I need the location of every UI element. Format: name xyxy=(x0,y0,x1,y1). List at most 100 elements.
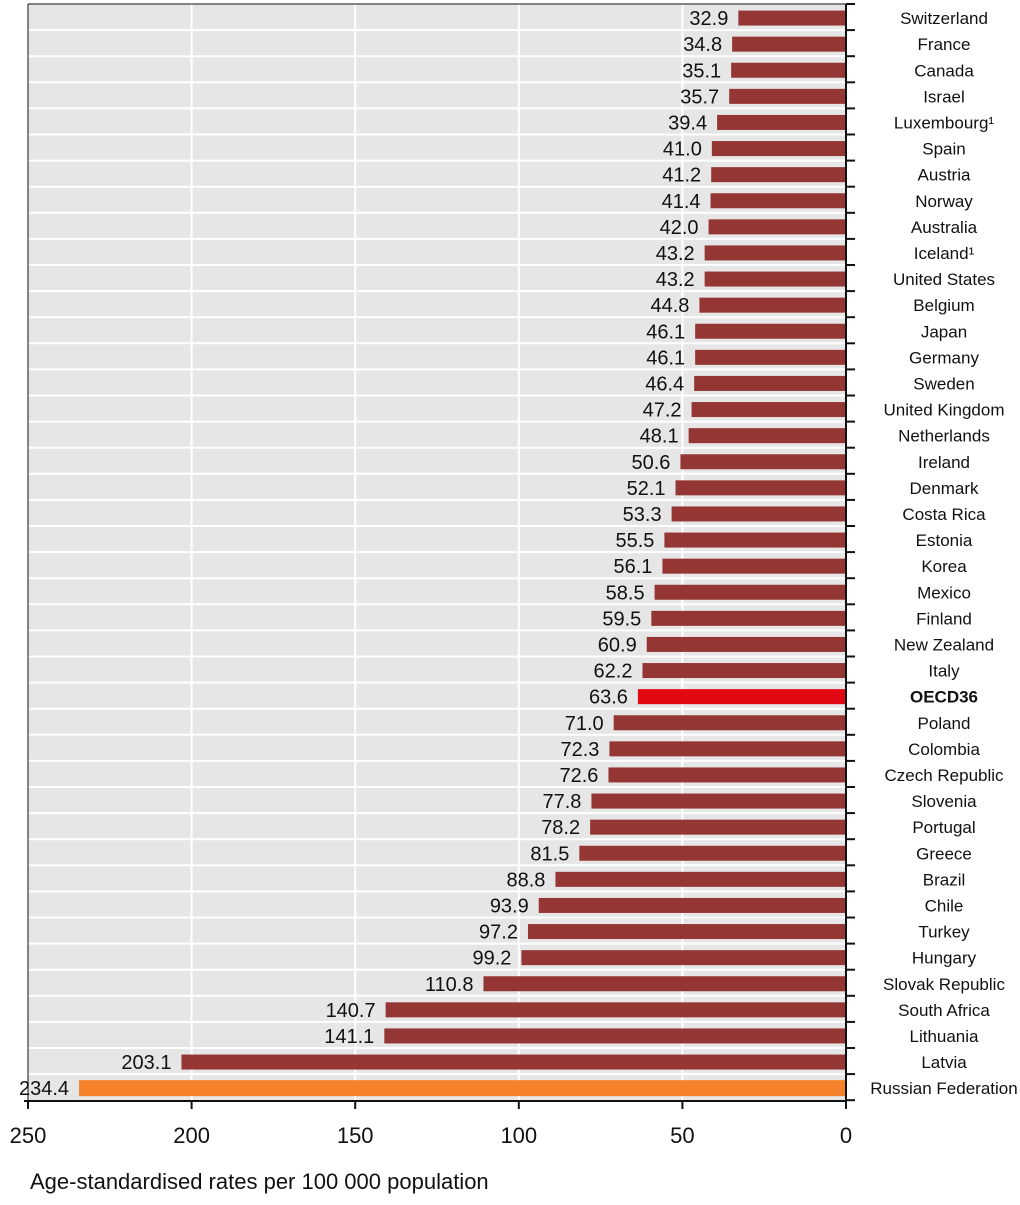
bar-israel xyxy=(729,88,846,104)
bar-new-zealand xyxy=(646,636,846,652)
bar-germany xyxy=(695,349,846,365)
bar-colombia xyxy=(609,741,846,757)
category-label: Sweden xyxy=(913,374,974,393)
category-label: Iceland¹ xyxy=(914,244,975,263)
value-label: 42.0 xyxy=(660,217,699,239)
bar-hungary xyxy=(521,950,846,966)
bar-mexico xyxy=(654,584,846,600)
value-label: 93.9 xyxy=(490,895,529,917)
category-label: Finland xyxy=(916,609,972,628)
value-label: 141.1 xyxy=(324,1026,374,1048)
value-label: 41.2 xyxy=(662,165,701,187)
category-label: Ireland xyxy=(918,453,970,472)
bar-estonia xyxy=(664,532,846,548)
category-label: Greece xyxy=(916,844,972,863)
value-label: 72.6 xyxy=(560,765,599,787)
value-label: 63.6 xyxy=(589,687,628,709)
category-label: Lithuania xyxy=(909,1027,979,1046)
value-label: 34.8 xyxy=(683,34,722,56)
bar-russian-federation xyxy=(79,1080,846,1097)
bar-japan xyxy=(695,323,846,339)
category-label: Italy xyxy=(928,662,960,681)
category-label: Austria xyxy=(918,166,971,185)
x-tick-label: 0 xyxy=(840,1123,852,1148)
bar-italy xyxy=(642,663,846,679)
bar-poland xyxy=(613,715,846,731)
bar-brazil xyxy=(555,871,846,887)
bar-slovak-republic xyxy=(483,976,846,992)
bar-portugal xyxy=(590,819,846,835)
value-label: 78.2 xyxy=(541,817,580,839)
category-label: France xyxy=(918,35,971,54)
value-label: 56.1 xyxy=(614,556,653,578)
category-label: New Zealand xyxy=(894,635,994,654)
category-label: Germany xyxy=(909,348,979,367)
category-label: Colombia xyxy=(908,740,980,759)
category-label: Brazil xyxy=(923,870,966,889)
bar-turkey xyxy=(527,924,846,940)
value-label: 41.0 xyxy=(663,139,702,161)
bar-lithuania xyxy=(384,1028,846,1044)
category-label: South Africa xyxy=(898,1001,990,1020)
category-label: Netherlands xyxy=(898,427,990,446)
category-label: United Kingdom xyxy=(884,401,1005,420)
bar-united-states xyxy=(704,271,846,287)
value-label: 110.8 xyxy=(425,974,474,996)
category-label: Russian Federation xyxy=(870,1079,1017,1098)
category-label: Spain xyxy=(922,140,965,159)
value-label: 97.2 xyxy=(479,922,518,944)
category-label: Latvia xyxy=(921,1053,967,1072)
category-label: Chile xyxy=(925,896,964,915)
value-label: 43.2 xyxy=(656,243,695,265)
value-label: 46.1 xyxy=(646,347,685,369)
bar-south-africa xyxy=(385,1002,846,1018)
category-label: Luxembourg¹ xyxy=(894,113,995,132)
value-label: 43.2 xyxy=(656,269,695,291)
x-axis-title: Age-standardised rates per 100 000 popul… xyxy=(30,1169,489,1194)
value-label: 35.7 xyxy=(680,86,719,108)
value-label: 39.4 xyxy=(668,112,707,134)
bar-canada xyxy=(731,62,846,78)
x-tick-label: 100 xyxy=(500,1123,537,1148)
bar-korea xyxy=(662,558,846,574)
category-label: OECD36 xyxy=(910,688,978,707)
value-label: 71.0 xyxy=(565,713,604,735)
value-label: 58.5 xyxy=(606,582,645,604)
category-label: Switzerland xyxy=(900,9,988,28)
category-label: United States xyxy=(893,270,995,289)
bar-switzerland xyxy=(738,10,846,26)
category-label: Australia xyxy=(911,218,978,237)
category-label: Czech Republic xyxy=(884,766,1004,785)
value-label: 99.2 xyxy=(472,948,511,970)
value-label: 59.5 xyxy=(602,608,641,630)
value-label: 72.3 xyxy=(560,739,599,761)
value-label: 140.7 xyxy=(326,1000,376,1022)
category-label: Hungary xyxy=(912,949,977,968)
category-label: Japan xyxy=(921,322,967,341)
value-label: 55.5 xyxy=(615,530,654,552)
category-label: Norway xyxy=(915,192,973,211)
bar-finland xyxy=(651,610,846,626)
bar-ireland xyxy=(680,454,846,470)
value-label: 203.1 xyxy=(121,1052,171,1074)
bar-spain xyxy=(711,141,846,157)
value-label: 81.5 xyxy=(530,843,569,865)
category-label: Poland xyxy=(918,714,971,733)
bar-greece xyxy=(579,845,846,861)
value-label: 32.9 xyxy=(689,8,728,30)
value-label: 48.1 xyxy=(640,426,679,448)
value-label: 53.3 xyxy=(623,504,662,526)
category-label: Israel xyxy=(923,87,965,106)
x-tick-label: 50 xyxy=(670,1123,694,1148)
bar-czech-republic xyxy=(608,767,846,783)
category-label: Slovenia xyxy=(911,792,977,811)
category-label: Denmark xyxy=(910,479,979,498)
bar-austria xyxy=(711,167,846,183)
bar-oecd36 xyxy=(637,689,846,705)
category-label: Canada xyxy=(914,61,974,80)
bar-iceland xyxy=(704,245,846,261)
bar-sweden xyxy=(694,375,846,391)
bar-costa-rica xyxy=(671,506,846,522)
